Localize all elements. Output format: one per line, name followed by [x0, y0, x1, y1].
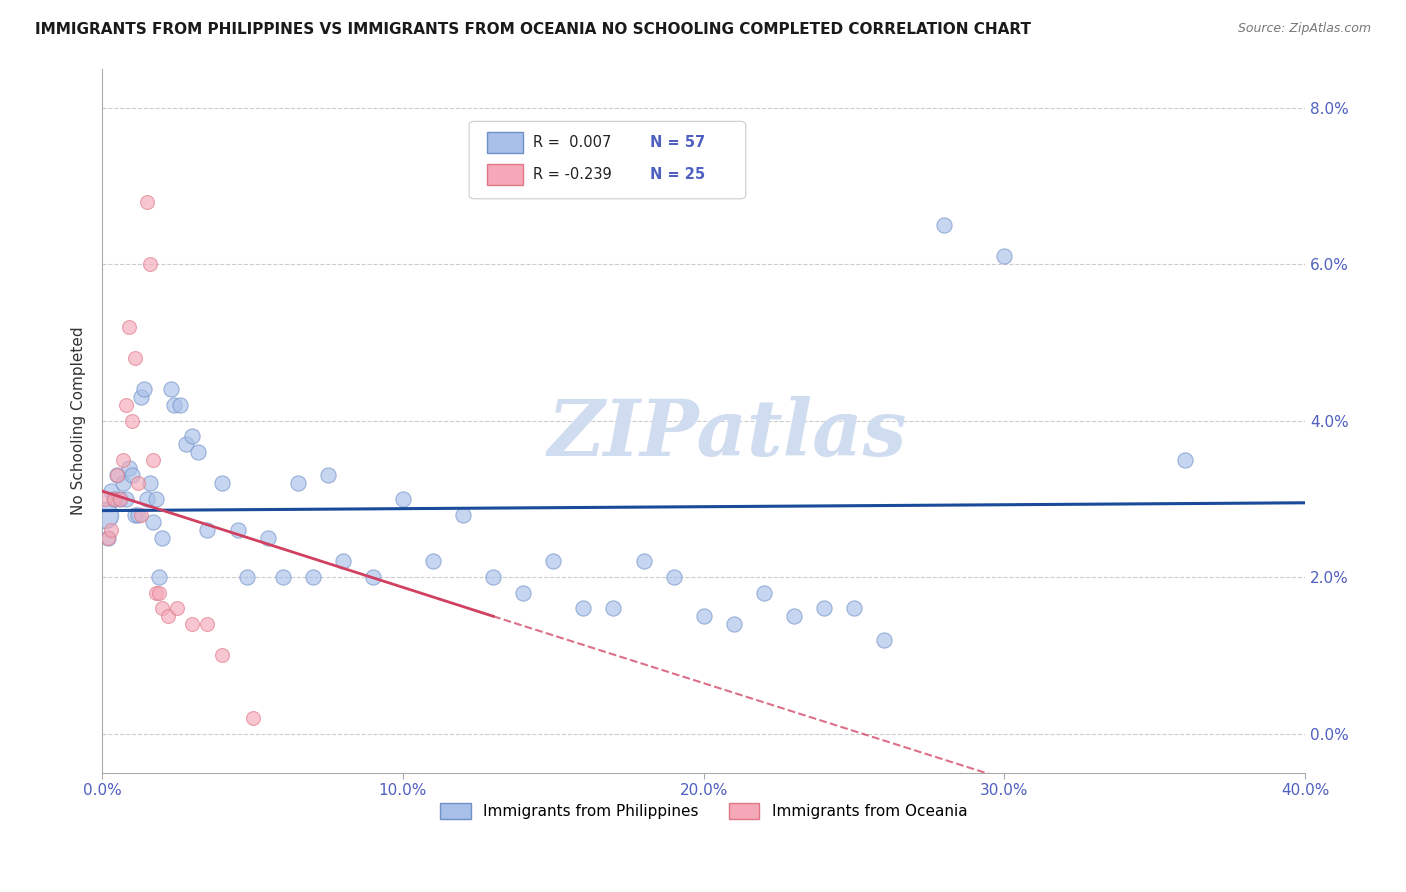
Bar: [486, 132, 523, 153]
Point: [181, 429, 204, 443]
Text: R = -0.239: R = -0.239: [533, 167, 612, 182]
Point: [127, 508, 149, 522]
Point: [131, 390, 153, 404]
Point: [512, 586, 534, 600]
Point: [112, 476, 135, 491]
Point: [139, 476, 162, 491]
Point: [134, 382, 156, 396]
Point: [103, 491, 125, 506]
Point: [422, 554, 444, 568]
Point: [145, 586, 167, 600]
Point: [100, 523, 122, 537]
Point: [136, 491, 159, 506]
Text: Source: ZipAtlas.com: Source: ZipAtlas.com: [1237, 22, 1371, 36]
Text: N = 25: N = 25: [650, 167, 704, 182]
Point: [169, 398, 191, 412]
Point: [392, 491, 415, 506]
Point: [94, 491, 117, 506]
Point: [136, 194, 159, 209]
Point: [150, 601, 173, 615]
Point: [127, 476, 149, 491]
Text: R =  0.007: R = 0.007: [533, 135, 612, 150]
Text: N = 57: N = 57: [650, 135, 704, 150]
FancyBboxPatch shape: [470, 121, 745, 199]
Point: [150, 531, 173, 545]
Point: [105, 468, 128, 483]
Point: [993, 249, 1015, 263]
Point: [142, 516, 165, 530]
Point: [451, 508, 474, 522]
Point: [97, 531, 120, 545]
Point: [97, 531, 120, 545]
Point: [94, 508, 117, 522]
Point: [124, 508, 146, 522]
Point: [121, 414, 143, 428]
Point: [361, 570, 384, 584]
Point: [316, 468, 339, 483]
Point: [115, 491, 138, 506]
Point: [148, 570, 170, 584]
Point: [572, 601, 595, 615]
Point: [873, 632, 896, 647]
Point: [160, 382, 183, 396]
Point: [145, 491, 167, 506]
Point: [187, 445, 209, 459]
Point: [148, 586, 170, 600]
Point: [115, 398, 138, 412]
Point: [105, 468, 128, 483]
Point: [181, 617, 204, 632]
Point: [157, 609, 180, 624]
Point: [242, 711, 264, 725]
Point: [139, 257, 162, 271]
Point: [235, 570, 257, 584]
Point: [482, 570, 505, 584]
Point: [692, 609, 714, 624]
Text: ZIPatlas: ZIPatlas: [548, 396, 907, 473]
Point: [783, 609, 806, 624]
Point: [723, 617, 745, 632]
Point: [124, 351, 146, 365]
Point: [112, 452, 135, 467]
Point: [103, 491, 125, 506]
Point: [813, 601, 835, 615]
Point: [110, 491, 132, 506]
Point: [287, 476, 309, 491]
Point: [301, 570, 323, 584]
Point: [197, 617, 219, 632]
Point: [543, 554, 565, 568]
Point: [1174, 452, 1197, 467]
Point: [211, 476, 233, 491]
Point: [752, 586, 775, 600]
Y-axis label: No Schooling Completed: No Schooling Completed: [72, 326, 86, 515]
Legend: Immigrants from Philippines, Immigrants from Oceania: Immigrants from Philippines, Immigrants …: [434, 797, 973, 825]
Point: [256, 531, 278, 545]
Point: [176, 437, 198, 451]
Point: [197, 523, 219, 537]
Point: [110, 491, 132, 506]
Text: IMMIGRANTS FROM PHILIPPINES VS IMMIGRANTS FROM OCEANIA NO SCHOOLING COMPLETED CO: IMMIGRANTS FROM PHILIPPINES VS IMMIGRANT…: [35, 22, 1031, 37]
Point: [121, 468, 143, 483]
Point: [142, 452, 165, 467]
Point: [166, 601, 188, 615]
Point: [842, 601, 865, 615]
Point: [163, 398, 186, 412]
Point: [118, 460, 141, 475]
Point: [100, 484, 122, 499]
Point: [211, 648, 233, 663]
Point: [662, 570, 685, 584]
Point: [118, 319, 141, 334]
Point: [602, 601, 624, 615]
Point: [934, 218, 956, 232]
Bar: [486, 163, 523, 185]
Point: [633, 554, 655, 568]
Point: [131, 508, 153, 522]
Point: [271, 570, 294, 584]
Point: [226, 523, 249, 537]
Point: [332, 554, 354, 568]
